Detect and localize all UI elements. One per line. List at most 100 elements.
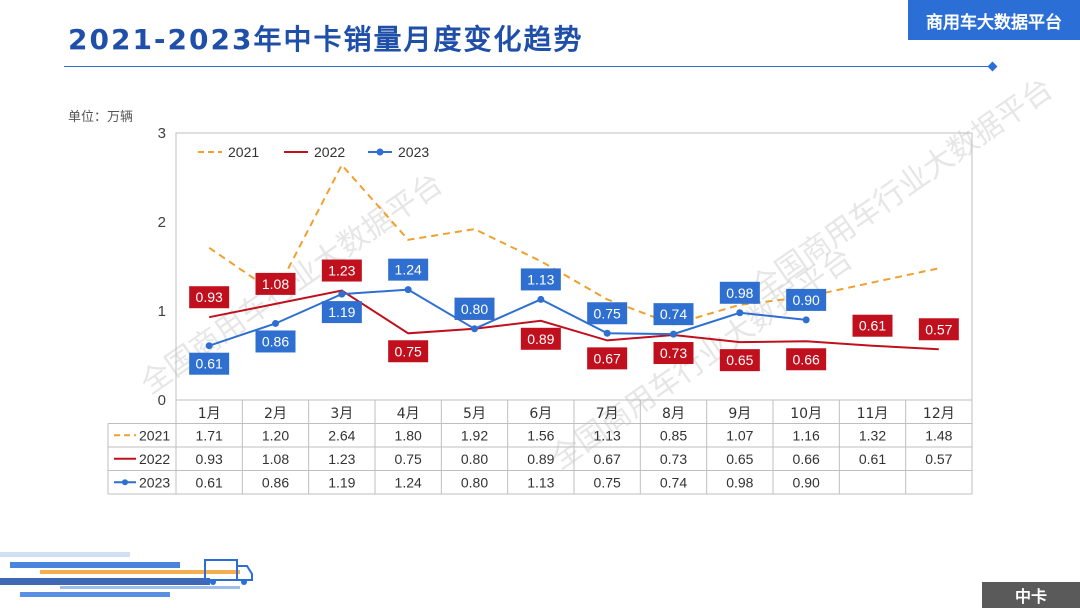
data-label-box [321,259,362,282]
footer-category-tag: 中卡 [982,582,1080,608]
data-label-2023: 0.74 [653,303,694,326]
series-point-2023 [272,319,279,327]
unit-label: 单位：万辆 [68,110,134,125]
data-label-box [189,352,230,375]
data-label-text: 0.66 [793,351,820,367]
table-cell: 0.90 [793,474,820,490]
legend-label-2023: 2023 [398,144,429,160]
table-key-marker [122,479,128,486]
data-label-text: 0.93 [196,289,223,305]
table-cell: 0.67 [594,451,621,467]
data-label-box [786,348,827,371]
data-label-box [719,281,760,304]
table-cell: 0.75 [395,451,422,467]
x-tick-label: 10月 [790,406,822,422]
data-label-box [388,340,429,363]
table-cell: 0.74 [660,474,687,490]
data-label-2023: 0.75 [587,302,628,325]
x-tick-label: 11月 [857,406,889,422]
y-tick-label: 0 [158,392,166,409]
table-cell: 0.93 [196,451,223,467]
data-label-2022: 0.61 [852,314,893,337]
series-line-2022 [209,289,939,351]
series-point-2023 [404,286,412,294]
table-cell: 1.19 [328,474,355,490]
data-label-box [255,272,296,295]
series-point-2023 [471,325,478,333]
data-label-text: 1.08 [262,276,289,292]
table-cell: 2.64 [328,427,355,443]
decor-streak [60,586,240,589]
table-cell: 1.13 [527,474,554,490]
legend-label-2022: 2022 [314,144,345,160]
watermark-text: 全国商用车行业大数据平台 [745,71,1060,306]
table-cell: 0.80 [461,474,488,490]
series-point-2023 [603,329,611,337]
data-label-2022: 1.23 [321,259,362,282]
table-cell: 1.92 [461,427,488,443]
data-label-text: 1.24 [395,262,422,278]
data-label-2022: 0.89 [520,327,561,350]
table-cell: 1.13 [594,427,621,443]
data-label-2022: 0.75 [388,340,429,363]
data-label-2023: 0.98 [719,281,760,304]
truck-wheel-icon [210,579,216,585]
data-label-box [719,349,760,372]
series-point-2023 [736,309,744,317]
data-label-box [852,314,893,337]
series-point-2023 [670,330,677,338]
data-label-text: 1.19 [328,304,355,320]
table-cell: 1.16 [793,427,820,443]
table-cell: 1.08 [262,451,289,467]
data-label-2023: 0.90 [786,288,827,311]
decor-streak [10,562,180,568]
data-label-box [786,288,827,311]
data-label-box [255,330,296,353]
x-tick-label: 9月 [728,406,751,422]
decor-streak [0,552,130,557]
data-label-2023: 1.24 [388,258,429,281]
x-tick-label: 12月 [923,406,955,422]
truck-wheel-icon [241,579,247,585]
table-cell: 1.56 [527,427,554,443]
series-point-2023 [205,342,213,350]
x-tick-label: 1月 [198,406,221,422]
data-label-text: 0.86 [262,333,289,349]
data-label-text: 0.67 [594,350,621,366]
table-cell: 1.23 [328,451,355,467]
table-cell: 1.20 [262,427,289,443]
table-cell: 1.24 [395,474,422,490]
series-point-2023 [338,290,346,298]
data-label-2022: 0.67 [587,347,628,370]
data-label-text: 0.57 [925,321,952,337]
data-label-2022: 0.73 [653,342,694,365]
data-label-2023: 1.13 [520,268,561,291]
decor-streak [40,570,240,574]
decor-streak [20,592,170,597]
data-label-text: 0.61 [859,318,886,334]
decor-streak [0,578,210,585]
data-label-2022: 1.08 [255,272,296,295]
legend-label-2021: 2021 [228,144,259,160]
data-label-text: 0.65 [726,352,753,368]
data-label-box [189,286,230,309]
data-label-text: 0.80 [461,301,488,317]
series-point-2023 [802,316,810,324]
data-label-2023: 0.86 [255,330,296,353]
data-label-text: 0.90 [793,292,820,308]
x-tick-label: 6月 [529,406,552,422]
table-cell: 0.65 [726,451,753,467]
data-label-text: 1.23 [328,263,355,279]
data-label-2022: 0.57 [918,318,959,341]
table-cell: 0.75 [594,474,621,490]
data-label-text: 0.75 [594,305,621,321]
data-label-box [520,268,561,291]
table-cell: 0.61 [196,474,223,490]
table-series-name: 2023 [139,474,170,490]
brand-badge: 商用车大数据平台 [908,0,1080,40]
data-label-text: 0.74 [660,306,687,322]
data-label-box [388,258,429,281]
x-tick-label: 3月 [330,406,353,422]
data-label-2022: 0.93 [189,286,230,309]
